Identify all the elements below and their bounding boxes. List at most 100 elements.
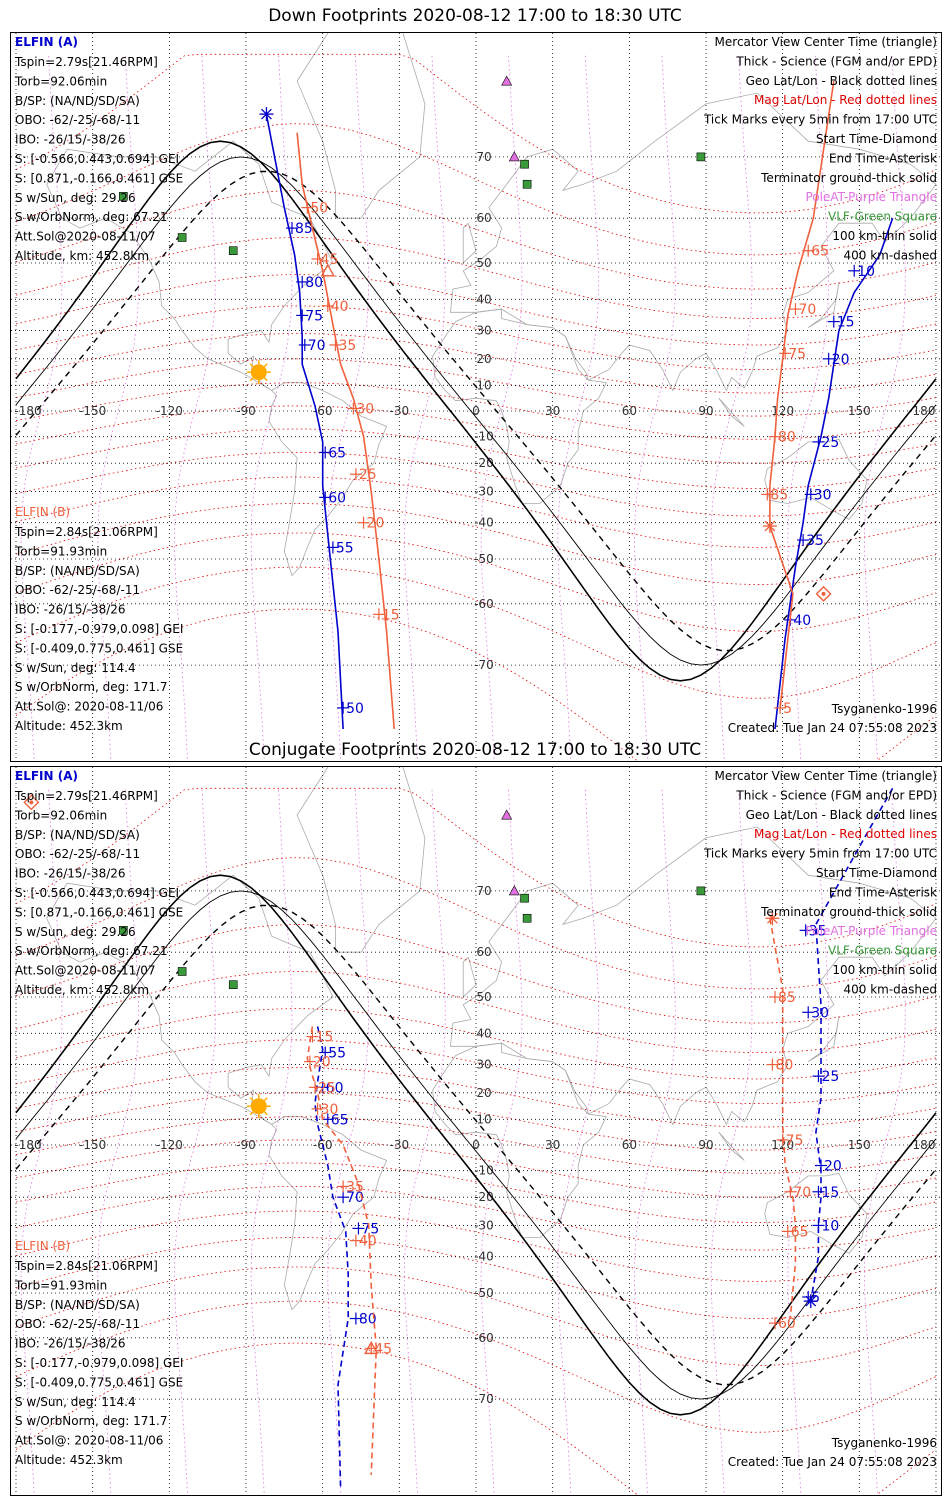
tick-label: 50 — [310, 201, 328, 217]
elfin-a-track-west: 55 60 65 70 75 80 — [314, 1026, 379, 1488]
axis-labels: -180 -150 -120 -90 -60 -30 0 30 60 90 120 150 180706… — [14, 884, 935, 1406]
tick-label: 40 — [359, 1234, 377, 1250]
coastlines — [46, 767, 937, 1311]
start-diamond — [23, 794, 40, 811]
legend-item: Mag Lat/Lon - Red dotted lines — [754, 827, 937, 841]
legend-item: Mercator View Center Time (triangle) — [715, 769, 937, 783]
lat-label: -40 — [474, 516, 494, 530]
start-diamond — [815, 585, 832, 602]
pole-triangle — [508, 151, 520, 162]
lon-label: -30 — [390, 1138, 410, 1152]
mag-lon-line — [633, 788, 676, 1495]
lat-label: 50 — [476, 256, 491, 270]
asterisk-stroke — [767, 912, 778, 924]
mag-lon-line — [710, 788, 753, 1495]
tick-label: 15 — [315, 1030, 333, 1046]
track-line — [769, 918, 797, 1319]
mag-lat-line — [15, 1300, 937, 1433]
panel-title-conjugate: Conjugate Footprints 2020-08-12 17:00 to… — [248, 740, 702, 760]
lon-label: 120 — [771, 404, 794, 418]
mag-lat-line — [15, 1092, 937, 1151]
terminator-line — [15, 874, 937, 1416]
tick-label: 65 — [328, 445, 346, 461]
mag-lon-line — [20, 54, 63, 761]
elfin-b-param: IBO: -26/15/-38/26 — [15, 603, 126, 617]
mag-lon-line — [710, 54, 753, 761]
tick-label: 25 — [821, 435, 839, 451]
map-panel-conjugate: -180 -150 -120 -90 -60 -30 0 30 60 90 120 150 180 70 6… — [10, 766, 942, 1496]
geo-grid — [11, 767, 941, 1495]
legend-item: Tick Marks every 5min from 17:00 UTC — [703, 847, 937, 861]
tick-label: 35 — [806, 533, 824, 549]
elfin-a-track-west: 85 80 75 70 65 60 55 50 — [265, 113, 364, 730]
elfin-a-param: S w/OrbNorm, deg: 67.21 — [15, 210, 167, 224]
tick-label: 85 — [778, 990, 796, 1006]
tick-label: 30 — [811, 1005, 829, 1021]
sun-ray — [249, 1111, 254, 1116]
elfin-b-param: S: [-0.409,0.775,0.461] GSE — [15, 1375, 183, 1389]
elfin-a-param: B/SP: (NA/ND/SD/SA) — [15, 828, 140, 842]
coastline — [718, 397, 745, 427]
tick-label: 55 — [336, 540, 354, 556]
center-time-triangle — [364, 1340, 379, 1355]
elfin-a-param: S: [0.871,-0.166,0.461] GSE — [15, 905, 183, 919]
tick-label: 25 — [318, 1080, 336, 1096]
tick-label: 35 — [346, 1179, 364, 1195]
sun-disc — [250, 364, 267, 381]
lat-label: -50 — [474, 552, 494, 566]
tick-label: 15 — [382, 607, 400, 623]
tick-label: 45 — [321, 252, 339, 268]
map-panel-down: -180 -150 -120 -90 -60 -30 0 30 60 90 120 150 180 70 6… — [10, 32, 942, 762]
sun-ray — [263, 363, 268, 368]
legend-item: End Time-Asterisk — [829, 151, 937, 165]
sun-ray — [263, 1097, 268, 1102]
mag-lon-line — [863, 54, 906, 761]
lon-label: 180 — [913, 404, 936, 418]
elfin-b-param: IBO: -26/15/-38/26 — [15, 1337, 126, 1351]
created-label: Created: Tue Jan 24 07:55:08 2023 — [728, 721, 937, 735]
tick-label: 70 — [346, 1190, 364, 1206]
legend-item: 100 km-thin solid — [832, 963, 937, 977]
tick-label: 75 — [788, 346, 806, 362]
track-line — [774, 217, 894, 730]
elfin-a-param: S w/Sun, deg: 29.26 — [15, 191, 136, 205]
lat-label: -40 — [474, 1250, 494, 1264]
tick-label: 75 — [786, 1133, 804, 1149]
tick-label: 55 — [328, 1046, 346, 1062]
mag-lat-line — [15, 1342, 937, 1495]
elfin-b-title: ELFIN (B) — [15, 505, 70, 519]
coastline — [432, 308, 607, 504]
markers — [119, 75, 706, 255]
tick-label: 60 — [328, 490, 346, 506]
legend-item: Thick - Science (FGM and/or EPD) — [735, 788, 937, 802]
legend-item: Geo Lat/Lon - Black dotted lines — [746, 808, 937, 822]
tick-label: 35 — [338, 338, 356, 354]
elfin-b-param: Tspin=2.84s[21.06RPM] — [14, 1259, 158, 1273]
geo-grid — [11, 33, 941, 761]
legend-item: Mag Lat/Lon - Red dotted lines — [754, 93, 937, 107]
coastline — [46, 874, 334, 1125]
map-content: -180 -150 -120 -90 -60 -30 0 30 60 90 120 150 180706… — [11, 767, 941, 1495]
mag-lat-line — [15, 1139, 937, 1198]
lon-label: 150 — [848, 1138, 871, 1152]
lat-label: 20 — [476, 352, 491, 366]
mag-lat-line — [15, 971, 937, 1053]
mag-lat-line — [15, 1266, 937, 1366]
tick-label: 80 — [359, 1312, 377, 1328]
tick-label: 25 — [821, 1069, 839, 1085]
tick-label: 60 — [326, 1080, 344, 1096]
coastline — [718, 1131, 745, 1161]
mag-lat-line — [15, 503, 937, 585]
coastline — [449, 826, 937, 1126]
sun-disc — [250, 1098, 267, 1115]
lon-label: 150 — [848, 404, 871, 418]
lat-label: -70 — [474, 658, 494, 672]
tick-label: 75 — [305, 308, 323, 324]
elfin-b-title: ELFIN (B) — [15, 1239, 70, 1253]
mag-lat-line — [15, 566, 937, 699]
tick-label: 5 — [811, 1290, 820, 1306]
elfin-b-param: Altitude: 452.3km — [15, 719, 123, 733]
pole-triangle — [501, 75, 513, 86]
tick-label: 10 — [857, 264, 875, 280]
tick-label: 70 — [793, 1185, 811, 1201]
